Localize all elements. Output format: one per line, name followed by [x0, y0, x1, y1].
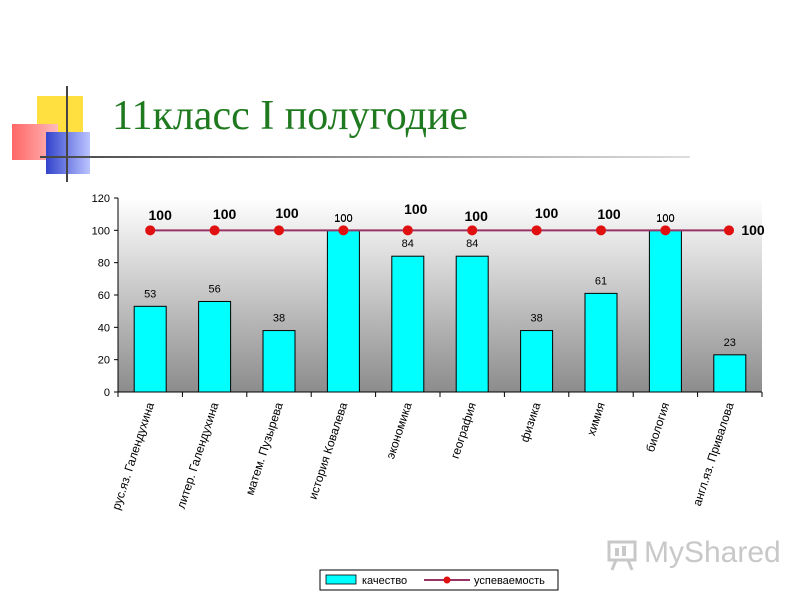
- legend: качество успеваемость: [319, 569, 559, 591]
- line-label-2: 100: [275, 205, 299, 221]
- decor-vertical-line: [66, 86, 68, 182]
- y-tick-label-3: 60: [98, 290, 110, 302]
- bar-quality-6: [520, 330, 554, 393]
- bar-quality-4: [391, 255, 425, 393]
- bar-label-4: 84: [402, 238, 414, 250]
- x-tick-label-4: экономика: [383, 400, 415, 460]
- y-tick-label-4: 80: [98, 258, 110, 270]
- x-tick-label-9: англ.яз. Привалова: [690, 400, 737, 507]
- line-label-7: 100: [597, 206, 621, 222]
- bar-label-1: 56: [208, 283, 220, 295]
- marker-performance-1: [209, 225, 220, 236]
- line-label-9: 100: [741, 222, 765, 238]
- line-label-3: 100: [334, 213, 352, 225]
- x-tick-label-2: матем. Пузырева: [243, 400, 286, 497]
- page-title: 11класс I полугодие: [112, 93, 469, 139]
- bar-quality-1: [198, 300, 232, 393]
- line-label-4: 100: [404, 201, 428, 217]
- legend-label-performance: успеваемость: [474, 575, 545, 587]
- decor-horizontal-line: [40, 156, 690, 158]
- legend-marker: [443, 576, 451, 584]
- marker-performance-6: [531, 225, 542, 236]
- marker-performance-7: [596, 225, 606, 236]
- bar-label-7: 61: [595, 275, 607, 287]
- marker-performance-2: [274, 225, 284, 236]
- marker-performance-4: [402, 225, 413, 236]
- y-tick-label-5: 100: [92, 225, 110, 237]
- bar-label-6: 38: [530, 313, 542, 325]
- y-tick-label-6: 120: [92, 193, 110, 205]
- bar-quality-8: [648, 229, 682, 393]
- legend-label-quality: качество: [362, 575, 407, 587]
- bar-quality-0: [133, 305, 167, 393]
- x-tick-label-6: физика: [517, 400, 543, 444]
- x-tick-label-1: литер. Галендухина: [174, 400, 222, 510]
- x-tick-label-0: рус.яз. Галендухина: [109, 400, 157, 511]
- y-tick-label-2: 40: [98, 322, 110, 334]
- line-label-6: 100: [535, 205, 559, 221]
- marker-performance-0: [145, 225, 156, 236]
- bar-label-5: 84: [466, 238, 478, 250]
- line-label-1: 100: [213, 206, 237, 222]
- bar-label-3: 100: [334, 212, 352, 224]
- bar-quality-5: [455, 255, 489, 393]
- watermark: MyShared: [644, 536, 781, 569]
- marker-performance-5: [467, 225, 478, 236]
- bar-quality-2: [262, 330, 296, 393]
- x-tick-label-3: история Ковалева: [306, 400, 351, 501]
- line-label-5: 100: [465, 208, 489, 224]
- line-label-0: 100: [149, 207, 173, 223]
- x-tick-label-5: география: [448, 401, 479, 461]
- bar-label-8: 100: [656, 212, 674, 224]
- marker-performance-9: [724, 225, 734, 236]
- marker-performance-3: [338, 225, 349, 236]
- y-tick-label-1: 20: [98, 355, 110, 367]
- legend-bar-swatch: [325, 574, 357, 585]
- y-tick-label-0: 0: [104, 387, 110, 399]
- bar-quality-3: [326, 229, 360, 393]
- marker-performance-8: [660, 225, 671, 236]
- bar-quality-7: [584, 292, 618, 393]
- x-tick-label-7: химия: [584, 401, 608, 438]
- bar-label-2: 38: [273, 313, 285, 325]
- bar-quality-9: [713, 354, 747, 393]
- x-tick-label-8: биология: [643, 401, 672, 454]
- bar-label-0: 53: [144, 288, 156, 300]
- line-label-8: 100: [656, 213, 674, 225]
- watermark-icon: [607, 540, 637, 571]
- decor-blue-block: [46, 132, 90, 174]
- bar-label-9: 23: [724, 337, 736, 349]
